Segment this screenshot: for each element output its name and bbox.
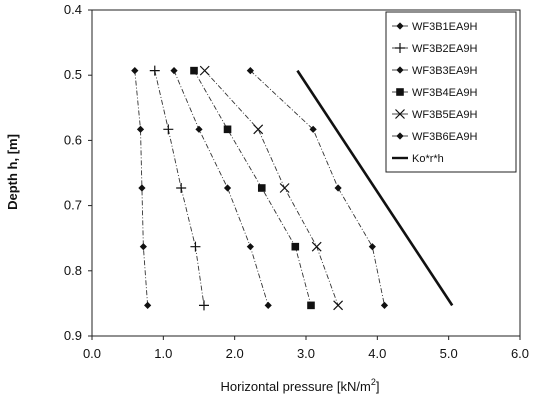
legend-entry-label: Ko*r*h	[412, 153, 444, 165]
legend-entry-label: WF3B1EA9H	[412, 21, 477, 33]
data-point	[136, 125, 145, 133]
series-0	[131, 67, 152, 309]
x-tick-label: 6.0	[511, 346, 529, 361]
data-point	[198, 300, 209, 311]
data-point	[190, 241, 201, 252]
data-point	[246, 67, 254, 75]
legend-swatch-marker	[396, 66, 404, 74]
legend-entry-label: WF3B5EA9H	[412, 109, 477, 121]
x-axis-title-end: ]	[376, 379, 380, 394]
data-point	[307, 301, 315, 310]
data-point	[170, 67, 178, 75]
series-3	[190, 66, 315, 310]
data-point	[144, 301, 152, 309]
series-2	[170, 67, 272, 309]
data-point	[190, 66, 198, 75]
series-line	[193, 70, 312, 306]
series-6	[296, 69, 454, 307]
y-tick-label: 0.5	[64, 67, 82, 82]
data-point	[195, 125, 203, 133]
data-point	[264, 301, 272, 309]
y-tick-label: 0.4	[64, 2, 82, 17]
y-tick-label: 0.7	[64, 198, 82, 213]
series-1	[149, 65, 209, 311]
x-axis-title: Horizontal pressure [kN/m2]	[221, 377, 380, 394]
legend-swatch-marker	[396, 22, 404, 30]
series-line	[250, 70, 385, 306]
x-tick-label: 4.0	[368, 346, 386, 361]
series-5	[246, 67, 389, 309]
data-point	[223, 125, 232, 134]
series-line	[296, 69, 454, 307]
data-point	[257, 184, 266, 192]
legend-entry-label: WF3B3EA9H	[412, 65, 477, 77]
data-point	[309, 125, 317, 133]
data-point	[311, 241, 322, 252]
data-point	[291, 242, 300, 251]
legend-swatch-marker	[395, 109, 405, 119]
data-point	[176, 182, 187, 193]
legend-swatch-marker	[395, 43, 405, 53]
data-point	[246, 243, 254, 251]
data-point	[368, 243, 376, 251]
legend: WF3B1EA9H WF3B2EA9H WF3B3EA9H WF3B4EA9H WF3B…	[385, 11, 517, 173]
legend-entry-label: WF3B6EA9H	[412, 131, 477, 143]
x-axis-title-sup: 2	[371, 377, 376, 387]
legend-swatch-marker	[396, 88, 404, 96]
legend-entry-label: WF3B2EA9H	[412, 43, 477, 55]
data-point	[149, 65, 160, 76]
y-axis-title: Depth h, [m]	[5, 134, 20, 210]
legend-entry-label: WF3B4EA9H	[412, 87, 477, 99]
data-point	[199, 65, 210, 76]
data-point	[223, 184, 232, 192]
x-axis-title-main: Horizontal pressure [kN/m	[221, 379, 371, 394]
data-point	[163, 124, 174, 135]
axis-ticks: 0.0 1.0 2.0 3.0 4.0 5.0 6.0 0.4 0.5 0.6 0.7 0.8 0.9	[64, 2, 529, 361]
x-tick-label: 2.0	[226, 346, 244, 361]
data-point	[253, 124, 264, 135]
series-layer	[131, 65, 454, 311]
x-tick-label: 1.0	[154, 346, 172, 361]
y-tick-label: 0.6	[64, 132, 82, 147]
y-tick-label: 0.8	[64, 263, 82, 278]
series-line	[173, 70, 269, 306]
data-point	[138, 184, 146, 192]
legend-swatch-marker	[396, 132, 404, 140]
data-point	[334, 184, 342, 192]
x-tick-label: 5.0	[440, 346, 458, 361]
data-point	[380, 301, 389, 309]
data-point	[139, 243, 147, 251]
x-tick-label: 3.0	[297, 346, 315, 361]
series-4	[199, 65, 344, 311]
y-tick-label: 0.9	[64, 328, 82, 343]
data-point	[333, 300, 344, 311]
data-point	[131, 67, 139, 75]
data-point	[279, 183, 290, 193]
x-tick-label: 0.0	[83, 346, 101, 361]
